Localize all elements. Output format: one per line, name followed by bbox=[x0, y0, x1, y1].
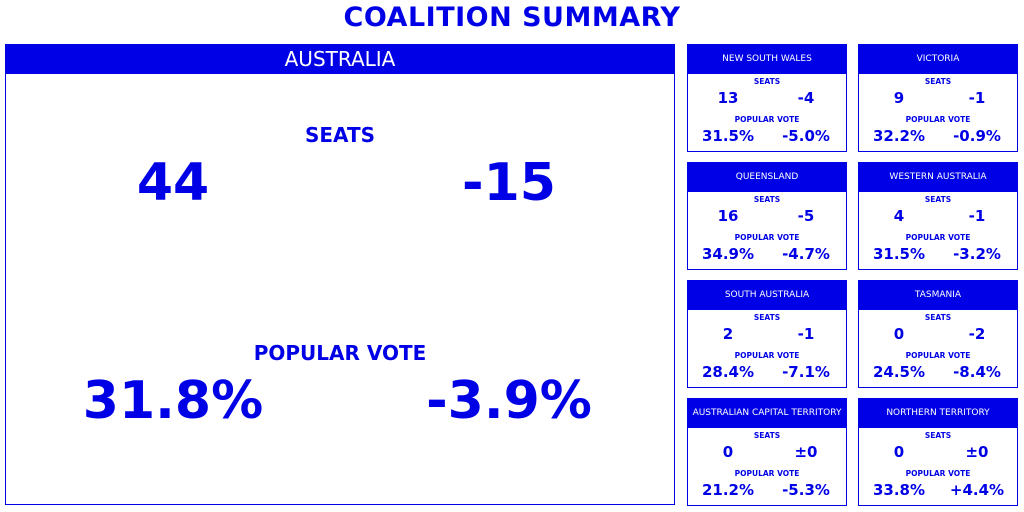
national-seats-label: SEATS bbox=[304, 123, 376, 147]
state-name: SOUTH AUSTRALIA bbox=[688, 281, 846, 310]
state-vote-change: -0.9% bbox=[953, 127, 1001, 145]
state-vote-value: 31.5% bbox=[872, 245, 926, 263]
state-seats-value: 2 bbox=[722, 325, 734, 343]
national-seats-value: 44 bbox=[136, 153, 210, 213]
state-card-wa: WESTERN AUSTRALIA SEATS 4 -1 POPULAR VOT… bbox=[858, 162, 1018, 270]
state-seats-value: 4 bbox=[893, 207, 905, 225]
state-seats-change: ±0 bbox=[965, 443, 989, 461]
state-vote-value: 28.4% bbox=[701, 363, 755, 381]
state-name: VICTORIA bbox=[859, 45, 1017, 74]
state-seats-label: SEATS bbox=[924, 77, 952, 86]
state-vote-value: 33.8% bbox=[872, 481, 926, 499]
national-vote-change: -3.9% bbox=[426, 371, 592, 431]
state-seats-change: -1 bbox=[797, 325, 815, 343]
state-vote-change: -5.0% bbox=[782, 127, 830, 145]
state-vote-value: 32.2% bbox=[872, 127, 926, 145]
state-seats-value: 13 bbox=[717, 89, 739, 107]
state-seats-change: -5 bbox=[797, 207, 815, 225]
state-vote-value: 21.2% bbox=[701, 481, 755, 499]
state-name: AUSTRALIAN CAPITAL TERRITORY bbox=[688, 399, 846, 428]
state-seats-value: 0 bbox=[893, 443, 905, 461]
state-seats-label: SEATS bbox=[924, 195, 952, 204]
state-vote-label: POPULAR VOTE bbox=[734, 469, 800, 478]
state-name: NEW SOUTH WALES bbox=[688, 45, 846, 74]
state-card-vic: VICTORIA SEATS 9 -1 POPULAR VOTE 32.2% -… bbox=[858, 44, 1018, 152]
national-panel: AUSTRALIA SEATS 44 -15 POPULAR VOTE 31.8… bbox=[5, 44, 675, 505]
state-vote-value: 24.5% bbox=[872, 363, 926, 381]
state-seats-change: -1 bbox=[968, 207, 986, 225]
national-vote-value: 31.8% bbox=[82, 371, 264, 431]
state-vote-label: POPULAR VOTE bbox=[734, 233, 800, 242]
national-header: AUSTRALIA bbox=[6, 45, 674, 74]
state-vote-change: -8.4% bbox=[953, 363, 1001, 381]
state-card-nsw: NEW SOUTH WALES SEATS 13 -4 POPULAR VOTE… bbox=[687, 44, 847, 152]
state-vote-value: 34.9% bbox=[701, 245, 755, 263]
state-vote-change: -5.3% bbox=[782, 481, 830, 499]
state-seats-value: 16 bbox=[717, 207, 739, 225]
state-seats-change: -2 bbox=[968, 325, 986, 343]
national-vote-label: POPULAR VOTE bbox=[253, 341, 427, 365]
state-name: NORTHERN TERRITORY bbox=[859, 399, 1017, 428]
state-seats-label: SEATS bbox=[753, 195, 781, 204]
state-name: WESTERN AUSTRALIA bbox=[859, 163, 1017, 192]
state-seats-change: -4 bbox=[797, 89, 815, 107]
state-vote-value: 31.5% bbox=[701, 127, 755, 145]
state-vote-label: POPULAR VOTE bbox=[905, 469, 971, 478]
state-vote-change: +4.4% bbox=[949, 481, 1005, 499]
state-vote-label: POPULAR VOTE bbox=[905, 351, 971, 360]
state-name: TASMANIA bbox=[859, 281, 1017, 310]
state-vote-change: -3.2% bbox=[953, 245, 1001, 263]
state-card-qld: QUEENSLAND SEATS 16 -5 POPULAR VOTE 34.9… bbox=[687, 162, 847, 270]
page-title: COALITION SUMMARY bbox=[343, 2, 681, 33]
state-seats-change: ±0 bbox=[794, 443, 818, 461]
state-card-nt: NORTHERN TERRITORY SEATS 0 ±0 POPULAR VO… bbox=[858, 398, 1018, 506]
state-vote-label: POPULAR VOTE bbox=[905, 233, 971, 242]
state-seats-label: SEATS bbox=[753, 431, 781, 440]
state-seats-label: SEATS bbox=[753, 313, 781, 322]
national-seats-change: -15 bbox=[462, 153, 556, 213]
state-vote-change: -4.7% bbox=[782, 245, 830, 263]
state-name: QUEENSLAND bbox=[688, 163, 846, 192]
state-seats-label: SEATS bbox=[753, 77, 781, 86]
state-seats-label: SEATS bbox=[924, 313, 952, 322]
state-card-act: AUSTRALIAN CAPITAL TERRITORY SEATS 0 ±0 … bbox=[687, 398, 847, 506]
state-card-sa: SOUTH AUSTRALIA SEATS 2 -1 POPULAR VOTE … bbox=[687, 280, 847, 388]
state-vote-label: POPULAR VOTE bbox=[734, 351, 800, 360]
state-seats-value: 9 bbox=[893, 89, 905, 107]
state-seats-label: SEATS bbox=[924, 431, 952, 440]
state-seats-change: -1 bbox=[968, 89, 986, 107]
state-vote-change: -7.1% bbox=[782, 363, 830, 381]
state-seats-value: 0 bbox=[722, 443, 734, 461]
state-card-tas: TASMANIA SEATS 0 -2 POPULAR VOTE 24.5% -… bbox=[858, 280, 1018, 388]
state-seats-value: 0 bbox=[893, 325, 905, 343]
state-vote-label: POPULAR VOTE bbox=[734, 115, 800, 124]
state-vote-label: POPULAR VOTE bbox=[905, 115, 971, 124]
